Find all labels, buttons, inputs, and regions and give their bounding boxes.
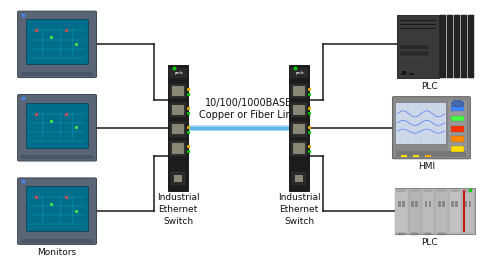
Bar xyxy=(293,124,305,134)
Bar xyxy=(398,233,405,235)
Bar xyxy=(451,106,464,111)
Bar xyxy=(424,190,432,192)
Bar xyxy=(291,141,307,156)
Circle shape xyxy=(402,71,408,74)
Bar xyxy=(398,201,401,207)
Bar xyxy=(425,154,431,157)
Bar xyxy=(447,15,453,79)
Bar xyxy=(21,239,93,243)
Bar xyxy=(172,124,184,134)
Bar xyxy=(438,233,445,235)
Bar xyxy=(451,116,464,121)
Bar xyxy=(293,172,306,185)
Bar xyxy=(291,83,307,98)
Text: 10/100/1000BASE
Copper or Fiber Link: 10/100/1000BASE Copper or Fiber Link xyxy=(199,98,298,120)
Bar xyxy=(468,201,471,207)
Bar xyxy=(290,68,308,79)
Bar xyxy=(465,201,468,207)
Bar xyxy=(26,103,88,148)
Bar xyxy=(170,83,186,98)
FancyBboxPatch shape xyxy=(399,45,429,50)
Bar xyxy=(415,201,418,207)
FancyBboxPatch shape xyxy=(393,97,470,159)
Bar xyxy=(21,72,93,76)
Bar xyxy=(451,126,464,132)
Bar xyxy=(174,175,182,182)
Bar xyxy=(435,190,448,233)
Text: HMI: HMI xyxy=(418,162,435,171)
Bar xyxy=(449,190,461,233)
Bar xyxy=(412,201,414,207)
Bar xyxy=(395,190,408,233)
Bar xyxy=(295,175,303,182)
Bar xyxy=(401,154,407,157)
FancyBboxPatch shape xyxy=(18,178,96,244)
Bar xyxy=(172,143,184,154)
Bar xyxy=(289,64,309,191)
Bar xyxy=(449,100,467,155)
Bar xyxy=(171,172,185,185)
Bar xyxy=(412,233,418,235)
Bar xyxy=(21,155,93,159)
FancyBboxPatch shape xyxy=(18,11,96,77)
Bar xyxy=(440,15,447,79)
Bar xyxy=(291,103,307,118)
Bar xyxy=(293,86,305,96)
Text: PLC: PLC xyxy=(422,238,438,247)
Bar xyxy=(429,201,431,207)
Bar xyxy=(451,201,454,207)
Text: Monitors: Monitors xyxy=(37,248,76,257)
Bar xyxy=(462,190,474,233)
Bar xyxy=(425,233,431,235)
Bar xyxy=(400,28,435,29)
Text: PLC: PLC xyxy=(422,82,438,91)
Bar xyxy=(169,68,187,79)
Bar xyxy=(291,122,307,136)
Bar xyxy=(442,201,445,207)
Bar xyxy=(172,105,184,115)
Bar xyxy=(463,190,466,232)
Text: perle: perle xyxy=(174,72,183,75)
Bar xyxy=(454,15,460,79)
Bar xyxy=(468,15,474,79)
Bar xyxy=(170,122,186,136)
Bar xyxy=(451,190,459,192)
Bar xyxy=(401,73,406,75)
Bar xyxy=(400,20,435,21)
Bar xyxy=(293,105,305,115)
Bar xyxy=(409,73,413,75)
Bar xyxy=(26,186,88,231)
Bar xyxy=(402,201,405,207)
Text: Industrial
Ethernet
Switch: Industrial Ethernet Switch xyxy=(157,193,200,226)
Bar xyxy=(170,103,186,118)
Bar xyxy=(461,15,468,79)
Bar xyxy=(26,19,88,64)
FancyBboxPatch shape xyxy=(18,95,96,161)
Text: perle: perle xyxy=(295,72,303,75)
Bar xyxy=(293,143,305,154)
Bar xyxy=(411,190,419,192)
Bar xyxy=(437,190,446,192)
Bar xyxy=(438,201,441,207)
Bar xyxy=(168,64,188,191)
Bar xyxy=(396,151,467,157)
Circle shape xyxy=(451,100,464,107)
Bar xyxy=(422,190,434,233)
Bar xyxy=(400,24,435,25)
Bar xyxy=(425,201,428,207)
Bar xyxy=(395,102,447,144)
Bar xyxy=(409,190,421,233)
Text: Industrial
Ethernet
Switch: Industrial Ethernet Switch xyxy=(278,193,320,226)
Bar xyxy=(455,201,458,207)
Bar xyxy=(464,190,472,192)
Bar xyxy=(397,190,406,192)
Bar xyxy=(451,136,464,142)
Bar xyxy=(451,146,464,152)
Bar xyxy=(395,188,475,234)
Bar xyxy=(413,154,419,157)
Bar xyxy=(170,141,186,156)
Bar xyxy=(172,86,184,96)
Bar xyxy=(397,15,438,79)
FancyBboxPatch shape xyxy=(399,51,429,56)
